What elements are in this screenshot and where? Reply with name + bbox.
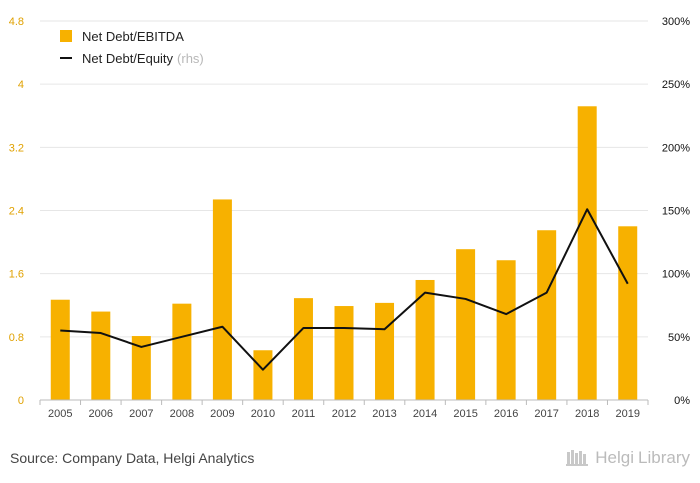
y-left-tick-label: 0 xyxy=(18,395,24,407)
bar xyxy=(131,336,151,400)
x-tick-label: 2012 xyxy=(332,408,356,420)
x-tick-label: 2014 xyxy=(413,408,437,420)
x-tick-label: 2018 xyxy=(575,408,599,420)
x-tick-label: 2016 xyxy=(494,408,518,420)
legend-swatch-bar xyxy=(60,30,72,42)
bar xyxy=(415,279,435,400)
y-left-tick-label: 2.4 xyxy=(9,206,24,218)
bar xyxy=(618,226,638,400)
y-right-tick-label: 200% xyxy=(662,142,690,154)
legend-item-bar: Net Debt/EBITDA xyxy=(60,26,204,46)
bar xyxy=(212,199,232,400)
x-tick-label: 2015 xyxy=(453,408,477,420)
x-tick-label: 2017 xyxy=(534,408,558,420)
source-note: Source: Company Data, Helgi Analytics xyxy=(10,450,255,466)
x-tick-label: 2008 xyxy=(170,408,194,420)
legend-swatch-line xyxy=(60,57,72,59)
y-left-tick-label: 4.8 xyxy=(9,16,24,28)
x-tick-label: 2005 xyxy=(48,408,72,420)
bar xyxy=(293,298,313,400)
bar xyxy=(537,230,557,400)
x-tick-label: 2013 xyxy=(372,408,396,420)
x-tick-label: 2010 xyxy=(251,408,275,420)
x-tick-label: 2007 xyxy=(129,408,153,420)
y-left-tick-label: 4 xyxy=(18,79,24,91)
y-right-tick-label: 250% xyxy=(662,79,690,91)
y-left-tick-label: 1.6 xyxy=(9,269,24,281)
y-right-tick-label: 0% xyxy=(674,395,690,407)
bar xyxy=(253,350,273,400)
y-left-tick-label: 3.2 xyxy=(9,142,24,154)
bar xyxy=(496,260,516,400)
legend-label-line: Net Debt/Equity xyxy=(82,50,174,66)
brand-logo: Helgi Library xyxy=(565,448,690,468)
x-tick-label: 2009 xyxy=(210,408,234,420)
legend-label-line-suffix: (rhs) xyxy=(177,50,204,66)
y-right-tick-label: 50% xyxy=(668,332,690,344)
x-tick-label: 2011 xyxy=(292,408,316,420)
bar xyxy=(577,106,597,401)
brand-main: Helgi xyxy=(595,448,635,467)
bar xyxy=(375,302,395,400)
y-left-tick-label: 0.8 xyxy=(9,332,24,344)
bar xyxy=(334,306,354,400)
bar xyxy=(91,311,111,400)
bar xyxy=(456,249,476,400)
bar xyxy=(172,303,192,400)
legend-item-line: Net Debt/Equity (rhs) xyxy=(60,48,204,68)
legend-label-bar: Net Debt/EBITDA xyxy=(82,28,184,44)
y-right-tick-label: 300% xyxy=(662,16,690,28)
library-shelf-icon xyxy=(566,450,589,466)
brand-sub: Library xyxy=(638,448,690,467)
legend: Net Debt/EBITDA Net Debt/Equity (rhs) xyxy=(60,26,204,70)
bar xyxy=(50,299,70,400)
y-right-tick-label: 100% xyxy=(662,269,690,281)
x-tick-label: 2006 xyxy=(89,408,113,420)
y-right-tick-label: 150% xyxy=(662,206,690,218)
x-tick-label: 2019 xyxy=(615,408,639,420)
